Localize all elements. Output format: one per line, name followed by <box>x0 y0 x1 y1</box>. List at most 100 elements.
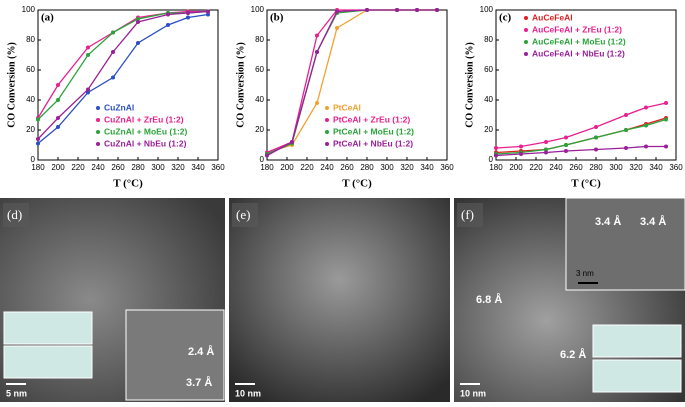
y-tick-label: 20 <box>255 125 264 134</box>
data-point <box>564 143 568 147</box>
x-tick-label: 180 <box>489 163 503 172</box>
legend-label: PtCeAl + MoEu (1:2) <box>333 126 414 136</box>
scale-label: 5 nm <box>6 388 27 398</box>
legend-marker <box>325 106 329 110</box>
x-tick-label: 320 <box>629 163 643 172</box>
data-point <box>594 125 598 129</box>
x-axis-label: T (°C) <box>113 178 143 190</box>
inset-image <box>565 197 685 291</box>
legend-marker <box>524 28 528 32</box>
x-axis-label: T (°C) <box>342 178 372 190</box>
data-point <box>564 149 568 153</box>
data-point <box>644 105 648 110</box>
lattice-annotation: 3.7 Å <box>186 376 212 389</box>
series-line <box>266 9 437 157</box>
legend-marker <box>96 130 100 134</box>
y-tick-label: 0 <box>31 155 36 164</box>
data-point <box>86 45 90 50</box>
x-tick-label: 260 <box>340 163 354 172</box>
x-tick-label: 220 <box>529 163 543 172</box>
legend-marker <box>325 142 329 146</box>
inset-profile <box>592 324 682 358</box>
panel-label: (e) <box>236 207 250 222</box>
x-tick-label: 340 <box>420 163 434 172</box>
data-point <box>56 83 60 87</box>
x-tick-label: 180 <box>260 163 274 172</box>
y-tick-label: 80 <box>26 35 35 44</box>
data-point <box>415 8 419 12</box>
data-point <box>644 144 648 149</box>
data-point <box>365 8 369 12</box>
legend-marker <box>524 40 528 44</box>
x-tick-label: 200 <box>51 163 65 172</box>
x-tick-label: 340 <box>191 163 205 172</box>
scale-label: 3 nm <box>576 269 594 278</box>
x-tick-label: 340 <box>649 163 663 172</box>
data-point <box>664 144 668 149</box>
data-point <box>206 9 210 14</box>
y-tick-label: 100 <box>251 5 265 14</box>
data-point <box>111 75 115 80</box>
lattice-annotation: 3.4 Å <box>640 215 666 228</box>
y-tick-label: 60 <box>255 65 264 74</box>
y-tick-label: 40 <box>484 95 493 104</box>
inset-profile <box>3 311 93 345</box>
x-tick-label: 240 <box>549 163 563 172</box>
legend-marker <box>325 130 329 134</box>
x-tick-label: 280 <box>360 163 374 172</box>
data-point <box>206 12 210 17</box>
x-tick-label: 220 <box>71 163 85 172</box>
data-point <box>136 17 140 21</box>
inset-profile <box>3 345 93 379</box>
series-line <box>495 102 667 149</box>
data-point <box>564 135 568 140</box>
legend-marker <box>96 118 100 122</box>
data-point <box>395 8 399 12</box>
legend-marker <box>325 118 329 122</box>
panel-label: (d) <box>7 207 22 222</box>
legend-label: AuCeFeAl <box>532 12 573 22</box>
lattice-annotation: 3.4 Å <box>595 215 621 228</box>
y-tick-label: 100 <box>22 5 36 14</box>
y-tick-label: 80 <box>484 35 493 44</box>
scale-label: 10 nm <box>460 388 486 398</box>
scale-label: 10 nm <box>235 388 261 398</box>
legend-marker <box>524 52 528 56</box>
data-point <box>594 147 598 152</box>
data-point <box>544 147 548 152</box>
plot-frame <box>37 9 219 161</box>
x-tick-label: 360 <box>211 163 225 172</box>
data-point <box>544 150 548 155</box>
legend-label: AuCeFeAl + ZrEu (1:2) <box>532 24 622 34</box>
y-tick-label: 60 <box>484 65 493 74</box>
legend-label: PtCeAl + ZrEu (1:2) <box>333 114 410 124</box>
legend-label: CuZnAl + ZrEu (1:2) <box>104 114 184 124</box>
data-point <box>265 153 269 158</box>
legend-label: CuZnAl <box>104 102 134 112</box>
data-point <box>111 50 115 54</box>
data-point <box>494 153 498 158</box>
data-point <box>36 141 40 146</box>
x-tick-label: 260 <box>111 163 125 172</box>
inset-profile <box>592 359 682 393</box>
x-tick-label: 200 <box>280 163 294 172</box>
x-tick-label: 300 <box>151 163 165 172</box>
micrograph-image <box>229 198 450 402</box>
x-tick-label: 320 <box>400 163 414 172</box>
lattice-annotation: 2.4 Å <box>188 345 214 358</box>
data-point <box>664 117 668 122</box>
data-point <box>136 20 140 24</box>
y-tick-label: 40 <box>255 95 264 104</box>
y-tick-label: 60 <box>26 65 35 74</box>
data-point <box>56 125 60 129</box>
label-box <box>232 203 258 227</box>
data-point <box>624 113 628 117</box>
legend-label: PtCeAl + NbEu (1:2) <box>333 138 413 148</box>
data-point <box>111 30 115 35</box>
legend-marker <box>524 16 528 20</box>
data-point <box>624 128 628 132</box>
series-line <box>37 13 209 145</box>
y-tick-label: 0 <box>260 155 265 164</box>
x-tick-label: 260 <box>569 163 583 172</box>
data-point <box>519 144 523 149</box>
